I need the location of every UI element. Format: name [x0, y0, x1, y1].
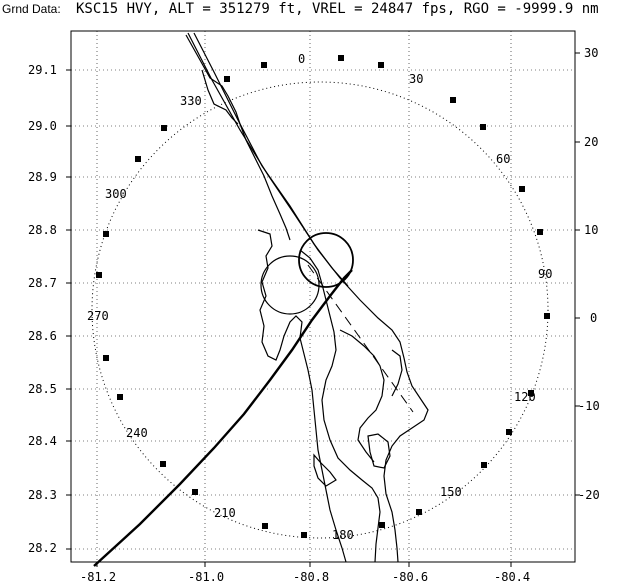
range-ring-marker	[544, 313, 550, 319]
y-left-tick-label: 29.0	[28, 119, 57, 133]
bearing-label: 240	[126, 426, 148, 440]
y-axis-left-labels: 28.2 28.3 28.4 28.5 28.6 28.7 28.8 28.9 …	[28, 63, 57, 555]
x-tick-label: -80.4	[494, 570, 530, 584]
range-ring	[91, 81, 549, 539]
y-left-tick-label: 28.3	[28, 488, 57, 502]
y-left-tick-label: 28.2	[28, 541, 57, 555]
axis-ticks	[66, 52, 580, 567]
x-tick-label: -81.0	[188, 570, 224, 584]
range-ring-marker	[450, 97, 456, 103]
y-axis-right-labels: 30 20 10 0 -10 -20	[578, 46, 600, 502]
range-ring-marker	[416, 509, 422, 515]
range-ring-marker	[103, 355, 109, 361]
range-ring-markers	[96, 55, 550, 538]
coastline-island	[367, 433, 391, 469]
coastline-barrier-island	[193, 32, 349, 287]
header-status-text: KSC15 HVY, ALT = 351279 ft, VREL = 24847…	[76, 1, 599, 17]
range-ring-marker	[160, 461, 166, 467]
range-ring-bearing-labels: 0 30 60 90 120 150 180 210 240 270 300 3…	[87, 52, 552, 542]
coastline-lagoon-west	[185, 34, 291, 241]
range-ring-marker	[506, 429, 512, 435]
range-ring-marker	[480, 124, 486, 130]
bearing-label: 90	[538, 267, 552, 281]
range-ring-marker	[338, 55, 344, 61]
ground-track	[93, 269, 353, 567]
range-ring-marker	[481, 462, 487, 468]
bearing-label: 300	[105, 187, 127, 201]
bearing-label: 270	[87, 309, 109, 323]
x-tick-label: -80.8	[293, 570, 329, 584]
header-label: Grnd Data:	[2, 2, 61, 16]
bearing-label: 120	[514, 390, 536, 404]
range-ring-marker	[96, 272, 102, 278]
range-ring-marker	[301, 532, 307, 538]
y-right-tick-label: 10	[584, 223, 598, 237]
y-right-tick-label: 30	[584, 46, 598, 60]
range-ring-marker	[224, 76, 230, 82]
coastline-mainland	[257, 229, 347, 563]
grid	[71, 31, 575, 562]
launch-area-circle-east	[298, 232, 354, 288]
bearing-label: 150	[440, 485, 462, 499]
range-ring-marker	[528, 390, 534, 396]
launch-area-circle-west	[260, 255, 320, 315]
coastline-cape	[339, 329, 385, 463]
y-left-tick-label: 28.9	[28, 170, 57, 184]
range-ring-marker	[161, 125, 167, 131]
range-ring-marker	[262, 523, 268, 529]
coastline-east-shore	[187, 32, 429, 563]
bearing-label: 210	[214, 506, 236, 520]
bearing-label: 30	[409, 72, 423, 86]
y-left-tick-label: 28.5	[28, 382, 57, 396]
downrange-reference-line	[307, 264, 414, 413]
bearing-label: 180	[332, 528, 354, 542]
range-ring-marker	[103, 231, 109, 237]
header-bar: Grnd Data: KSC15 HVY, ALT = 351279 ft, V…	[0, 0, 638, 24]
y-right-tick-label: 20	[584, 135, 598, 149]
coastline-river	[299, 249, 381, 563]
range-ring-marker	[537, 229, 543, 235]
y-right-tick-label: -10	[578, 399, 600, 413]
bearing-label: 60	[496, 152, 510, 166]
bearing-label: 330	[180, 94, 202, 108]
range-ring-marker	[261, 62, 267, 68]
y-left-tick-label: 28.8	[28, 223, 57, 237]
y-left-tick-label: 28.7	[28, 276, 57, 290]
coastline	[185, 32, 429, 563]
bearing-label: 0	[298, 52, 305, 66]
coastline-lake	[313, 453, 337, 487]
x-axis-labels: -81.2 -81.0 -80.8 -80.6 -80.4	[80, 570, 530, 584]
x-tick-label: -80.6	[392, 570, 428, 584]
y-left-tick-label: 28.4	[28, 434, 57, 448]
y-right-tick-label: -20	[578, 488, 600, 502]
coastline-inlet	[201, 69, 239, 125]
y-right-tick-label: 0	[590, 311, 597, 325]
range-ring-marker	[379, 522, 385, 528]
range-ring-marker	[135, 156, 141, 162]
y-left-tick-label: 28.6	[28, 329, 57, 343]
range-ring-marker	[519, 186, 525, 192]
y-left-tick-label: 29.1	[28, 63, 57, 77]
x-tick-label: -81.2	[80, 570, 116, 584]
range-ring-marker	[117, 394, 123, 400]
plot-frame	[70, 30, 576, 563]
range-ring-marker	[378, 62, 384, 68]
range-ring-marker	[192, 489, 198, 495]
